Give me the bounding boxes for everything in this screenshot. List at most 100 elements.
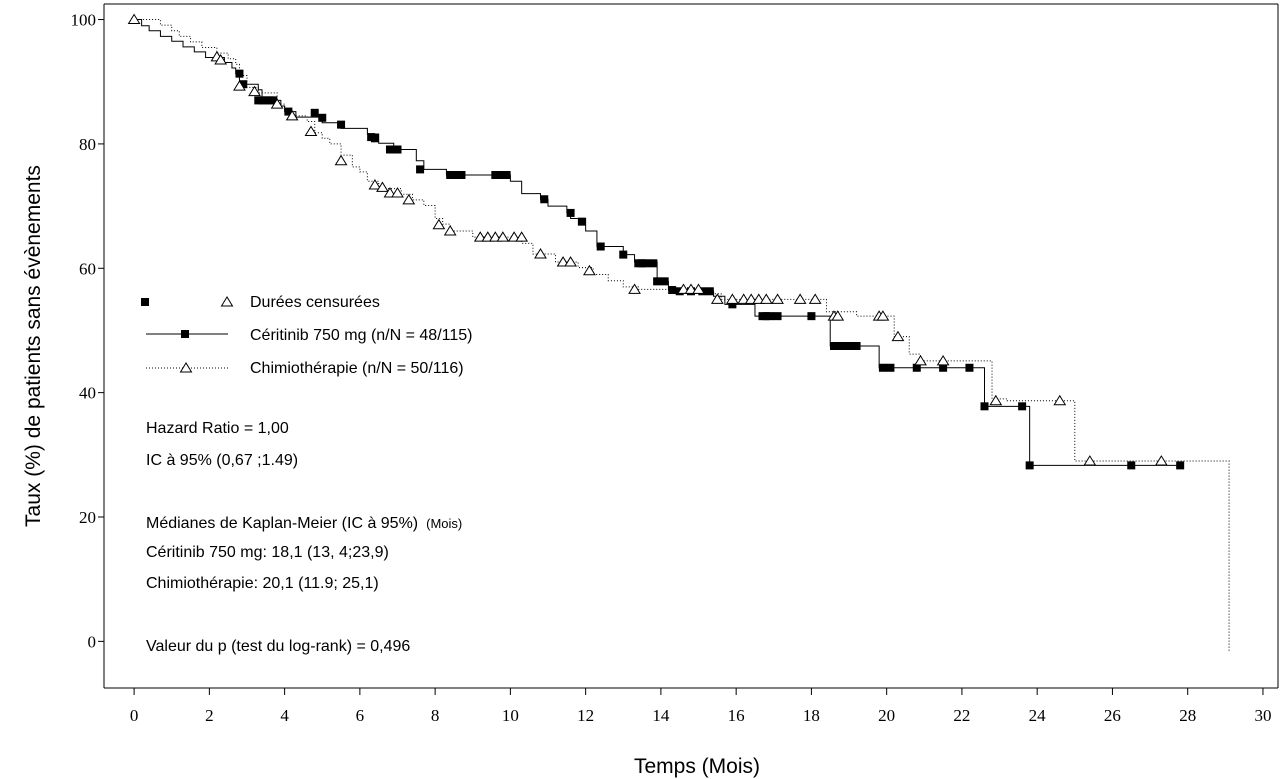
legend-chemo-label: Chimiothérapie (n/N = 50/116) — [250, 360, 464, 377]
ceritinib-censor-marker — [318, 113, 327, 122]
ceritinib-censor-marker — [502, 171, 511, 179]
chemo-censor-marker — [432, 218, 446, 230]
ceritinib-censor-marker — [1018, 402, 1027, 411]
x-tick-label: 0 — [130, 706, 139, 725]
x-tick-label: 26 — [1104, 706, 1121, 725]
y-tick-label: 80 — [79, 135, 96, 154]
chemo-censor-marker — [376, 181, 389, 192]
chemo-censor-marker — [725, 293, 739, 304]
x-ticks: 0 2 4 6 8 10 12 14 16 18 20 22 24 26 28 30 — [130, 688, 1271, 725]
chemo-censor-marker — [383, 187, 397, 198]
p-value-text: Valeur du p (test du log-rank) = 0,496 — [146, 638, 410, 655]
ceritinib-censor-marker — [566, 208, 575, 217]
chemo-censor-marker — [752, 293, 766, 304]
ceritinib-censor-marker — [641, 259, 650, 268]
ceritinib-censor-marker — [619, 250, 628, 259]
x-tick-label: 18 — [803, 706, 820, 725]
ceritinib-censor-marker — [269, 96, 278, 105]
hazard-ratio-text: Hazard Ratio = 1,00 — [146, 420, 289, 437]
chemo-censor-marker — [368, 178, 382, 190]
ceritinib-censor-marker — [912, 363, 921, 372]
chemo-censor-marker — [443, 225, 457, 236]
ceritinib-survival-curve — [134, 19, 1181, 466]
median-chemo-text: Chimiothérapie: 20,1 (11.9; 25,1) — [146, 575, 379, 592]
medians-heading: Médianes de Kaplan-Meier (IC à 95%) (Moi… — [146, 515, 462, 532]
legend-censored-square-marker — [141, 298, 149, 306]
x-tick-label: 14 — [652, 706, 670, 725]
ceritinib-censor-marker — [416, 165, 425, 174]
chemo-censor-marker — [1083, 455, 1097, 466]
chemo-censor-marker — [402, 193, 416, 205]
y-axis-title: Taux (%) de patients sans évènements — [22, 165, 45, 527]
chemo-censor-marker — [891, 330, 905, 342]
legend-ceritinib-marker — [181, 330, 189, 338]
y-tick-label: 60 — [79, 259, 96, 278]
ceritinib-censor-marker — [807, 312, 816, 321]
chemo-censor-marker — [876, 310, 890, 321]
ceritinib-censor-marker — [1025, 461, 1034, 470]
y-tick-label: 100 — [71, 11, 97, 30]
chemo-censor-marker — [534, 248, 547, 259]
chemo-censor-marker — [1053, 394, 1067, 406]
ceritinib-censor-marker — [878, 363, 887, 372]
annotations: Hazard Ratio = 1,00 IC à 95% (0,67 ;1.49… — [146, 420, 462, 655]
ceritinib-censor-marker — [457, 171, 466, 179]
chemo-censor-marker — [677, 283, 690, 294]
y-tick-label: 40 — [79, 384, 96, 403]
y-ticks: 0 20 40 60 80 100 — [71, 11, 104, 651]
chemo-censor-marker — [334, 154, 348, 166]
chemo-censor-marker — [214, 54, 228, 65]
x-tick-label: 6 — [356, 706, 365, 725]
chemo-censor-marker — [692, 283, 705, 294]
ceritinib-censor-marker — [980, 402, 989, 411]
ceritinib-censor-marker — [845, 342, 854, 350]
ceritinib-censor-marker — [837, 342, 846, 350]
chemo-censor-marker — [564, 256, 577, 267]
legend-ceritinib-label: Céritinib 750 mg (n/N = 48/115) — [250, 327, 472, 344]
ceritinib-censor-marker — [766, 312, 775, 321]
ceritinib-censor-marker — [886, 363, 895, 372]
x-tick-label: 24 — [1029, 706, 1047, 725]
chemo-censor-marker — [304, 125, 318, 136]
x-tick-label: 28 — [1179, 706, 1196, 725]
medians-heading-unit: (Mois) — [426, 516, 462, 531]
chemo-censor-marker — [759, 293, 773, 304]
ceritinib-censor-marker — [728, 300, 737, 309]
ceritinib-censor-marker — [660, 277, 669, 286]
x-tick-label: 10 — [502, 706, 519, 725]
x-tick-label: 20 — [878, 706, 895, 725]
chemo-censor-marker — [473, 231, 487, 242]
x-tick-label: 2 — [205, 706, 214, 725]
y-tick-label: 20 — [79, 508, 96, 527]
ceritinib-censor-marker — [310, 108, 319, 117]
chemo-censor-marker — [914, 354, 927, 366]
chemo-censor-marker — [771, 293, 784, 304]
chemo-censor-marker — [737, 293, 751, 304]
ceritinib-censor-marker — [596, 242, 605, 251]
ceritinib-censor-marker — [653, 277, 662, 286]
ceritinib-censor-marker — [495, 171, 504, 179]
chemo-censor-marker — [496, 231, 510, 242]
ceritinib-censor-marker — [829, 342, 838, 350]
chemo-censor-marker — [270, 98, 284, 109]
x-tick-label: 4 — [280, 706, 289, 725]
chemo-censor-marker — [488, 231, 502, 242]
legend-chemo-marker — [179, 362, 193, 373]
x-axis-title: Temps (Mois) — [634, 755, 760, 778]
ceritinib-censor-marker — [393, 145, 402, 154]
legend-censored-triangle-marker — [220, 296, 234, 307]
ceritinib-censor-marker — [370, 134, 379, 143]
confidence-interval-text: IC à 95% (0,67 ;1.49) — [146, 452, 298, 469]
chemo-censor-marker — [684, 283, 698, 294]
chemo-censor-marker — [710, 293, 724, 304]
legend: Durées censurées Céritinib 750 mg (n/N =… — [141, 294, 472, 377]
ceritinib-censor-marker — [337, 120, 346, 129]
ceritinib-censor-marker — [540, 195, 549, 204]
chemo-censor-marker — [233, 80, 246, 91]
chemo-survival-curve — [134, 19, 1230, 651]
x-tick-label: 16 — [728, 706, 745, 725]
ceritinib-censor-marker — [1127, 461, 1136, 470]
medians-heading-main: Médianes de Kaplan-Meier (IC à 95%) — [146, 515, 418, 532]
chemo-censor-marker — [808, 293, 822, 304]
